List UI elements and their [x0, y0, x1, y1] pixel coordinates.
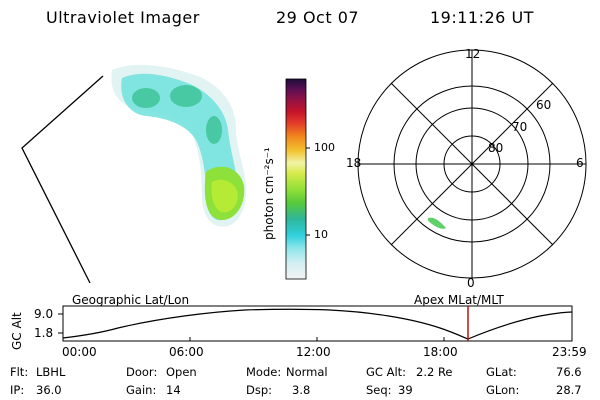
info-filter-value: LBHL	[36, 365, 66, 379]
info-mode-key: Mode:	[246, 365, 282, 379]
info-gain-value: 14	[166, 383, 181, 397]
info-dsp-key: Dsp:	[246, 383, 273, 397]
lat-label-80: 80	[488, 141, 504, 155]
info-glat-key: GLat:	[486, 365, 517, 379]
colorbar-tick-10: 10	[314, 228, 328, 241]
info-door-value: Open	[166, 365, 197, 379]
timeline-x-ticks	[189, 337, 445, 341]
timeline-yaxis-label: GC Alt	[10, 312, 24, 350]
gc-altitude-curve	[62, 308, 573, 340]
timeline-tick-0: 00:00	[62, 345, 97, 359]
timeline-tick-1: 06:00	[169, 345, 204, 359]
mlt-label-12: 12	[465, 47, 481, 61]
mlt-label-18: 18	[346, 156, 362, 170]
timeline-tick-4: 23:59	[552, 345, 587, 359]
info-mode-value: Normal	[286, 365, 328, 379]
info-seq-key: Seq:	[366, 383, 392, 397]
mlt-label-0: 0	[467, 276, 475, 290]
timeline-ymin: 1.8	[34, 326, 54, 340]
colorbar-tick-100: 100	[314, 141, 335, 154]
info-glon-key: GLon:	[486, 383, 520, 397]
info-filter-key: Flt:	[10, 365, 29, 379]
timeline-tick-3: 18:00	[423, 345, 458, 359]
info-gcalt-key: GC Alt:	[366, 365, 407, 379]
info-ip-key: IP:	[10, 383, 25, 397]
info-dsp-value: 3.8	[292, 383, 311, 397]
colorbar-unit-label: photon cm⁻²s⁻¹	[262, 147, 276, 240]
timeline-ymax: 9.0	[34, 307, 54, 321]
mlt-label-6: 6	[576, 156, 584, 170]
lat-label-70: 70	[512, 120, 528, 134]
polar-plot	[357, 49, 587, 279]
info-door-key: Door:	[126, 365, 158, 379]
earth-limb-outline	[21, 75, 104, 284]
info-glon-value: 28.7	[556, 383, 582, 397]
info-gcalt-value: 2.2 Re	[416, 365, 453, 379]
timeline-right-title: Apex MLat/MLT	[414, 293, 504, 307]
info-ip-value: 36.0	[36, 383, 62, 397]
lat-label-60: 60	[536, 98, 552, 112]
polar-aurora-spot	[427, 217, 446, 229]
info-glat-value: 76.6	[556, 365, 582, 379]
info-seq-value: 39	[398, 383, 413, 397]
timeline-tick-2: 12:00	[296, 345, 331, 359]
time-label: 19:11:26 UT	[430, 8, 534, 27]
instrument-title: Ultraviolet Imager	[46, 8, 200, 27]
colorbar	[285, 78, 307, 280]
info-gain-key: Gain:	[126, 383, 157, 397]
timeline-left-title: Geographic Lat/Lon	[72, 293, 190, 307]
aurora-image	[111, 64, 247, 227]
date-label: 29 Oct 07	[276, 8, 360, 27]
